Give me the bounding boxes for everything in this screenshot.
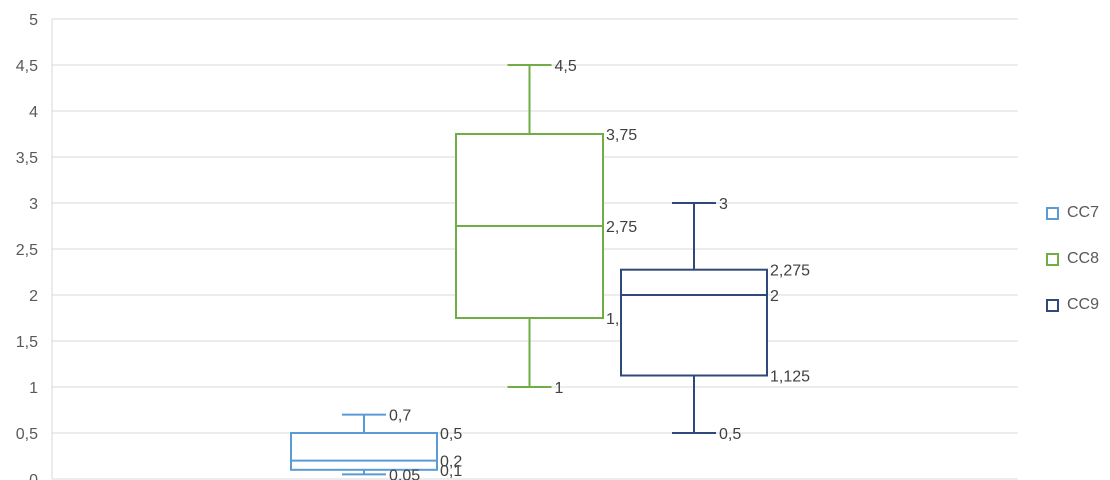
data-label-max-cc9: 3 [719, 196, 728, 213]
legend-item-cc9: CC9 [1046, 290, 1108, 320]
data-label-min-cc9: 0,5 [719, 426, 741, 443]
y-tick-label: 1 [29, 380, 38, 397]
data-label-max-cc8: 4,5 [555, 58, 577, 75]
legend: CC7 CC8 CC9 [1046, 198, 1108, 336]
data-label-q1-cc7: 0,1 [440, 463, 462, 480]
data-label-q3-cc7: 0,5 [440, 426, 462, 443]
y-tick-label: 3,5 [16, 150, 38, 167]
y-tick-label: 4,5 [16, 58, 38, 75]
data-label-median-cc8: 2,75 [606, 219, 637, 236]
y-tick-label: 0 [29, 472, 38, 480]
legend-label-cc8: CC8 [1067, 250, 1099, 268]
box-cc9 [621, 270, 767, 376]
y-tick-label: 0,5 [16, 426, 38, 443]
data-label-min-cc8: 1 [555, 380, 564, 397]
y-tick-label: 4 [29, 104, 38, 121]
y-tick-label: 3 [29, 196, 38, 213]
legend-label-cc7: CC7 [1067, 204, 1099, 222]
data-label-q1-cc9: 1,125 [770, 369, 810, 386]
legend-item-cc7: CC7 [1046, 198, 1108, 228]
data-label-q3-cc8: 3,75 [606, 127, 637, 144]
legend-swatch-cc9 [1046, 299, 1059, 312]
legend-swatch-cc8 [1046, 253, 1059, 266]
legend-item-cc8: CC8 [1046, 244, 1108, 274]
y-tick-label: 1,5 [16, 334, 38, 351]
box-cc7 [291, 433, 437, 470]
legend-swatch-cc7 [1046, 207, 1059, 220]
data-label-q3-cc9: 2,275 [770, 263, 810, 280]
y-tick-label: 5 [29, 12, 38, 29]
data-label-median-cc9: 2 [770, 288, 779, 305]
y-tick-label: 2,5 [16, 242, 38, 259]
data-label-min-cc7: 0,05 [389, 467, 420, 480]
legend-label-cc9: CC9 [1067, 296, 1099, 314]
data-label-max-cc7: 0,7 [389, 408, 411, 425]
y-tick-label: 2 [29, 288, 38, 305]
